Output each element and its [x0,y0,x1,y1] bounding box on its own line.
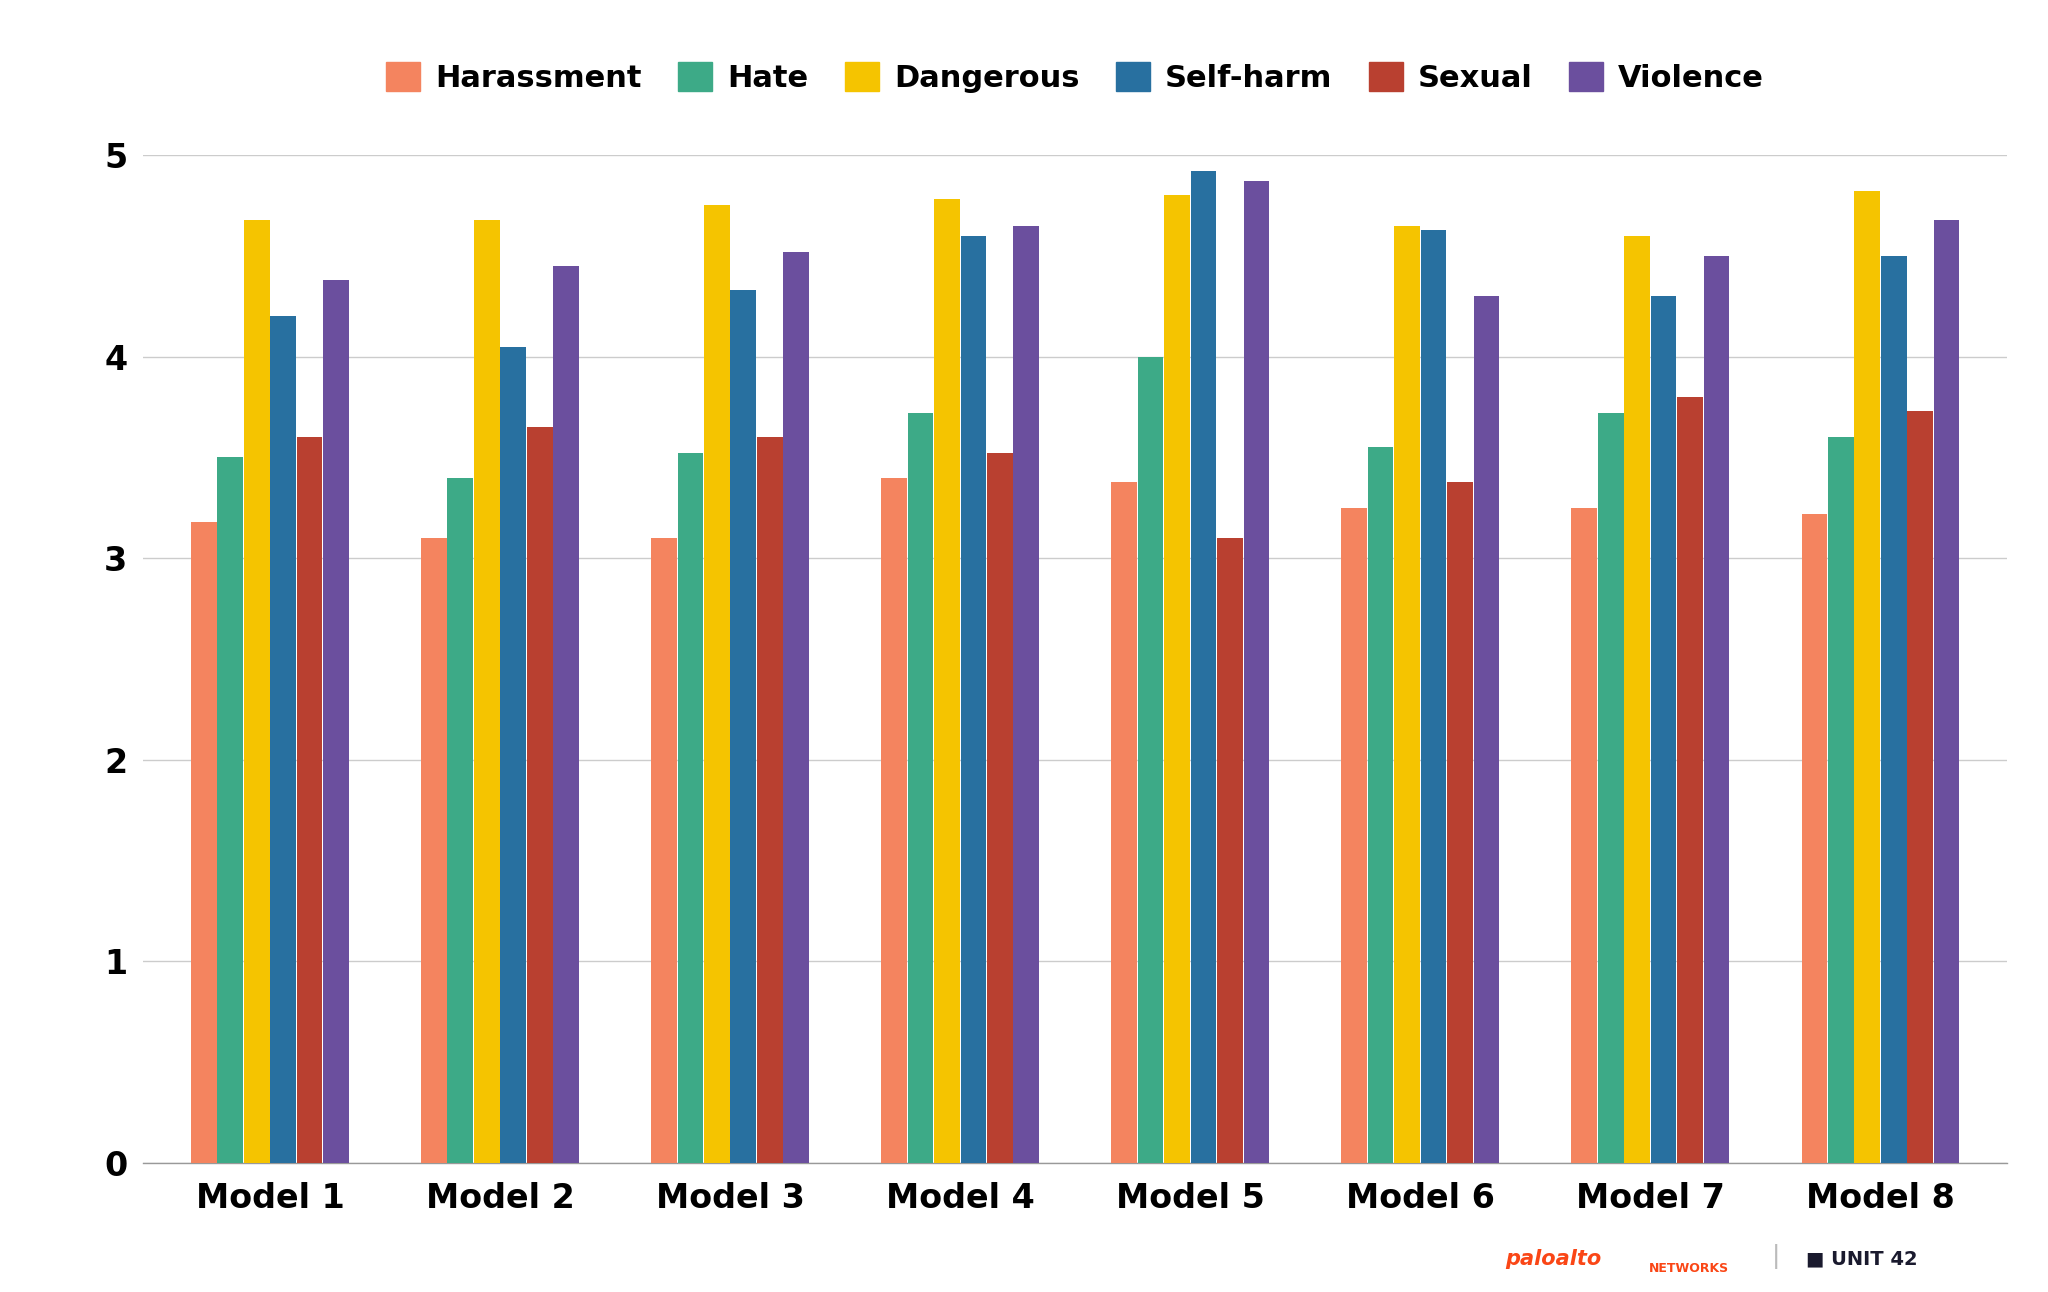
Bar [731,291,756,1163]
Bar [758,437,782,1163]
Bar [705,205,729,1163]
Bar [1475,296,1499,1163]
Bar [1624,235,1651,1163]
Text: ■ UNIT 42: ■ UNIT 42 [1806,1249,1919,1269]
Bar [1448,482,1473,1163]
Bar [1139,357,1163,1163]
Bar [1217,537,1243,1163]
Bar [500,346,526,1163]
Bar [1243,181,1270,1163]
Bar [934,199,961,1163]
Bar [1677,397,1704,1163]
Bar [1651,296,1677,1163]
Bar [1421,230,1446,1163]
Bar [678,453,702,1163]
Bar [446,478,473,1163]
Bar [297,437,322,1163]
Bar [881,478,907,1163]
Bar [1853,191,1880,1163]
Bar [553,266,580,1163]
Bar [961,235,987,1163]
Bar [651,537,676,1163]
Bar [1704,256,1729,1163]
Bar [526,428,553,1163]
Bar [324,280,348,1163]
Bar [1597,413,1624,1163]
Bar [1880,256,1907,1163]
Bar [1802,514,1827,1163]
Bar [1395,226,1419,1163]
Bar [244,220,270,1163]
Bar [473,220,500,1163]
Bar [1112,482,1137,1163]
Text: NETWORKS: NETWORKS [1649,1262,1729,1275]
Bar [190,522,217,1163]
Bar [1571,508,1597,1163]
Bar [1163,195,1190,1163]
Bar [270,317,297,1163]
Bar [784,252,809,1163]
Bar [1341,508,1366,1163]
Bar [1368,447,1393,1163]
Legend: Harassment, Hate, Dangerous, Self-harm, Sexual, Violence: Harassment, Hate, Dangerous, Self-harm, … [375,49,1776,105]
Bar [907,413,934,1163]
Bar [422,537,446,1163]
Bar [1829,437,1853,1163]
Text: paloalto: paloalto [1505,1249,1602,1269]
Bar [1014,226,1038,1163]
Bar [217,457,244,1163]
Text: |: | [1772,1244,1780,1269]
Bar [1190,171,1217,1163]
Bar [987,453,1012,1163]
Bar [1907,411,1933,1163]
Bar [1933,220,1960,1163]
